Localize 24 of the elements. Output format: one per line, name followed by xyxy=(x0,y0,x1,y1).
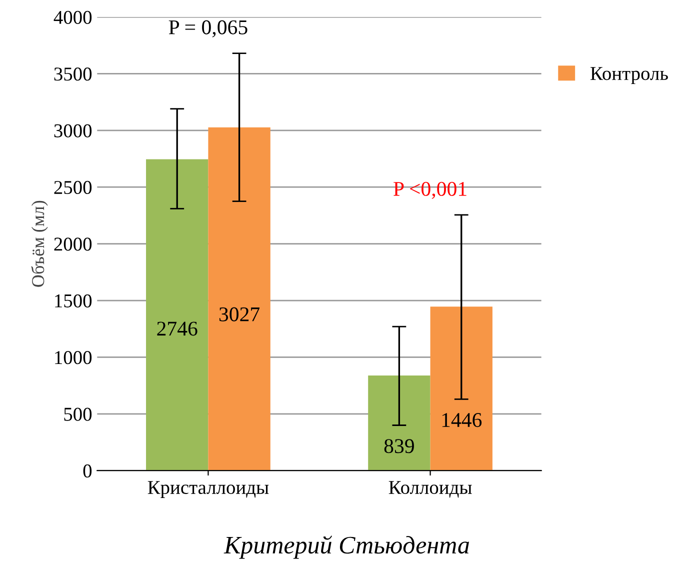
y-tick-label: 4000 xyxy=(54,10,92,24)
bar xyxy=(430,306,492,471)
x-tick-label: Кристаллоиды xyxy=(148,481,269,498)
bar xyxy=(208,127,270,471)
data-label: 3027 xyxy=(219,307,260,322)
y-tick-label: 0 xyxy=(83,464,92,478)
y-tick-label: 500 xyxy=(64,408,92,421)
legend-label: Контроль xyxy=(590,67,668,84)
text: Критерий Стьюдента xyxy=(224,536,470,559)
x-tick-label: Коллоиды xyxy=(388,481,472,498)
y-tick-label: 2500 xyxy=(54,180,92,194)
y-tick-label: 1500 xyxy=(55,294,92,308)
y-axis-title: Объём (мл) xyxy=(31,200,48,287)
annotation: P = 0,065 xyxy=(168,20,248,38)
bar xyxy=(146,159,208,471)
data-label: 1446 xyxy=(442,413,482,428)
y-tick-label: 3500 xyxy=(54,68,92,81)
y-tick-label: 2000 xyxy=(54,238,92,251)
y-tick-label: 3000 xyxy=(54,124,92,138)
bar xyxy=(368,375,430,471)
annotation: P <0,001 xyxy=(394,182,466,199)
data-label: 2746 xyxy=(157,322,198,336)
data-label: 839 xyxy=(384,439,414,454)
y-tick-label: 1000 xyxy=(55,351,92,364)
